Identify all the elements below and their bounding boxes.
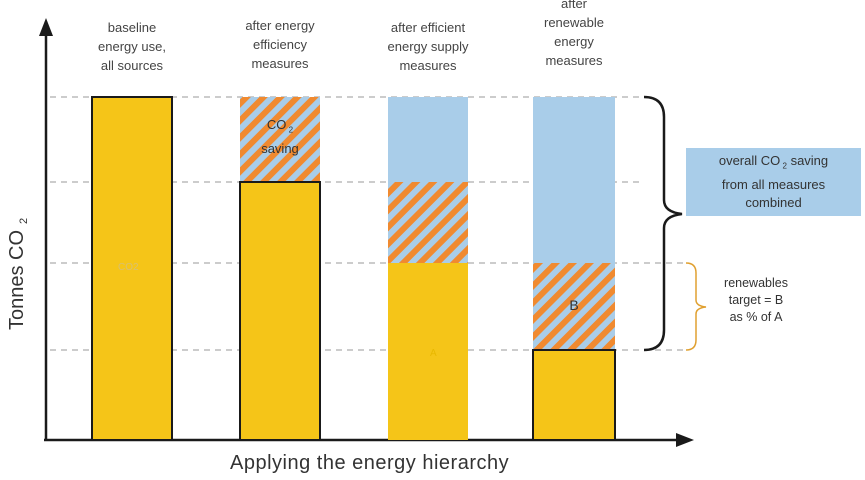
column-efficiency: [239, 97, 321, 441]
column-label-baseline: baseline energy use, all sources: [72, 18, 192, 75]
x-axis-label-text: Applying the energy hierarchy: [230, 452, 510, 474]
bar-supply-emissions: [388, 263, 468, 440]
y-axis-label-subscript: 2: [18, 217, 30, 224]
bar-efficiency-emissions: [239, 181, 321, 441]
callout-overall-line: overall CO 2 saving: [718, 153, 829, 171]
column-label-line: measures: [545, 53, 603, 68]
callout-renewables-line: target = B: [728, 293, 784, 307]
column-label-line: after: [560, 0, 587, 11]
brace-renewables-icon: [685, 262, 707, 351]
segment-label-co: CO: [266, 117, 287, 132]
column-label-line: baseline: [107, 20, 157, 35]
segment-label-co2-saving: CO 2 saving: [240, 116, 320, 158]
y-axis-label-text: Tonnes CO: [6, 229, 28, 330]
x-axis-label: Applying the energy hierarchy: [230, 452, 509, 475]
callout-renewables-line: renewables: [724, 276, 788, 290]
level-mark-co2: CO2: [118, 262, 139, 273]
bar-renewable-saving: [533, 263, 615, 350]
bar-renewable-prior-saving: [533, 97, 615, 263]
callout-overall-line: combined: [745, 194, 802, 210]
column-label-supply: after efficient energy supply measures: [363, 18, 493, 75]
column-label-efficiency: after energy efficiency measures: [220, 16, 340, 73]
bar-supply-prior-saving: [388, 97, 468, 182]
column-supply: [388, 97, 468, 440]
bar-supply-saving: [388, 182, 468, 263]
column-label-line: after efficient: [390, 20, 466, 35]
column-label-line: energy use,: [98, 39, 166, 54]
column-label-line: renewable: [544, 15, 604, 30]
column-baseline: [91, 96, 173, 441]
callout-overall-co: overall CO: [718, 153, 781, 168]
level-mark-a: A: [430, 348, 437, 359]
column-label-line: measures: [251, 56, 309, 71]
segment-label-line: CO 2: [266, 117, 294, 135]
y-axis-arrow: [39, 18, 53, 36]
callout-overall-saving: overall CO 2 saving from all measures co…: [686, 148, 861, 216]
column-label-line: after energy: [245, 18, 315, 33]
column-label-line: measures: [399, 58, 457, 73]
segment-label-b: B: [533, 296, 615, 315]
callout-renewables-target: renewables target = B as % of A: [706, 275, 806, 326]
column-label-line: energy supply: [387, 39, 469, 54]
y-axis-label: Tonnes CO 2: [6, 217, 30, 330]
column-label-line: all sources: [100, 58, 164, 73]
callout-overall-saving-word: saving: [790, 153, 829, 168]
column-label-renewable: after renewable energy measures: [514, 0, 634, 70]
column-label-line: energy: [554, 34, 594, 49]
segment-label-line: saving: [261, 140, 299, 156]
bar-baseline-emissions: [91, 96, 173, 441]
segment-label-b-text: B: [569, 297, 579, 313]
brace-overall-icon: [643, 95, 683, 352]
callout-overall-line: from all measures: [721, 176, 826, 192]
bar-efficiency-saving: [240, 97, 320, 182]
column-renewable: [532, 97, 616, 441]
callout-renewables-line: as % of A: [729, 310, 783, 324]
column-label-line: efficiency: [253, 37, 307, 52]
bar-renewable-emissions: [532, 349, 616, 441]
x-axis-arrow: [676, 433, 694, 447]
